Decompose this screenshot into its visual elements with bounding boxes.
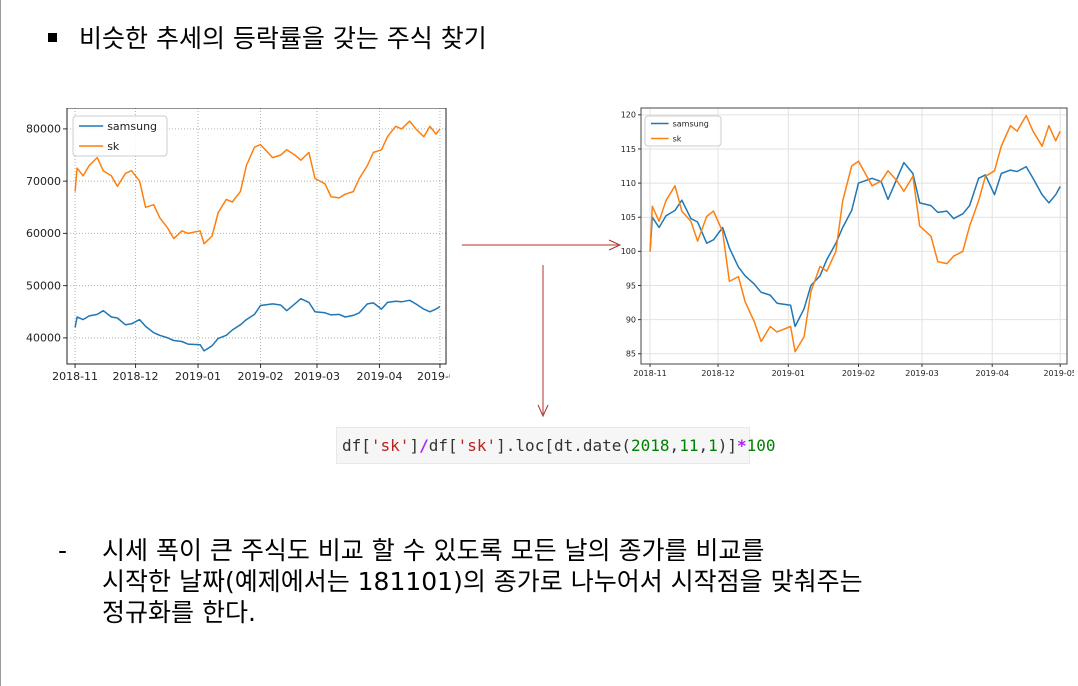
x-tick-label: 2019-05 — [1043, 369, 1074, 378]
x-tick-label: 2019-05 — [417, 370, 450, 383]
price-chart-svg: 40000 50000 60000 70000 80000 2018-11 2018-12 2… — [26, 108, 450, 383]
x-tick-label: 2019-04 — [356, 370, 402, 383]
code-token: )] — [717, 436, 737, 455]
series-line-samsung — [74, 297, 441, 352]
code-token: df[ — [342, 436, 371, 455]
axes-frame — [640, 107, 1068, 365]
y-tick-label: 90 — [626, 315, 636, 324]
x-tick-label: 2019-01 — [175, 370, 221, 383]
x-tick-label: 2019-03 — [905, 369, 938, 378]
y-tick-label: 50000 — [26, 279, 61, 292]
normalized-chart: 85 90 95 100 105 110 115 120 2018-11 2018-12 2019-… — [612, 106, 1074, 386]
price-chart: 40000 50000 60000 70000 80000 2018-11 2018-12 2… — [10, 108, 450, 393]
x-tick-label: 2019-03 — [294, 370, 340, 383]
y-tick-label: 95 — [626, 281, 636, 290]
x-tick-label: 2019-02 — [842, 369, 875, 378]
code-string: 'sk' — [457, 436, 497, 455]
y-tick-label: 85 — [626, 350, 636, 359]
y-tick-label: 60000 — [26, 227, 61, 240]
code-token: , — [698, 436, 709, 455]
x-tick-label: 2019-01 — [772, 369, 805, 378]
code-number: 11 — [679, 436, 699, 455]
slide-heading: 비슷한 추세의 등락률을 갖는 주식 찾기 — [48, 22, 487, 56]
legend-label: samsung — [107, 120, 157, 133]
dash-bullet: - — [58, 536, 68, 565]
y-tick-label: 100 — [621, 247, 636, 256]
code-token: , — [669, 436, 680, 455]
y-tick-label: 105 — [621, 213, 636, 222]
code-token: df[ — [428, 436, 458, 455]
slide-left-edge — [0, 0, 1, 686]
explanation-line: 정규화를 한다. — [102, 598, 256, 627]
y-tick-label: 115 — [621, 145, 636, 154]
arrow-right-icon — [462, 239, 622, 251]
legend-label: sk — [673, 134, 682, 143]
x-tick-label: 2018-11 — [52, 370, 98, 383]
code-operator: * — [737, 436, 747, 455]
x-tick-label: 2019-04 — [976, 369, 1009, 378]
x-tick-label: 2018-12 — [701, 369, 734, 378]
x-tick-label: 2019-02 — [238, 370, 284, 383]
code-token: ].loc[dt.date( — [496, 436, 632, 455]
code-string: 'sk' — [370, 436, 410, 455]
series-line-sk — [649, 114, 1061, 353]
code-number: 2018 — [631, 436, 670, 455]
y-tick-label: 110 — [621, 179, 636, 188]
code-operator: / — [419, 436, 429, 455]
legend-label: sk — [107, 140, 120, 153]
x-tick-label: 2018-11 — [633, 369, 666, 378]
explanation-line: 시세 폭이 큰 주식도 비교 할 수 있도록 모든 날의 종가를 비교를 — [102, 536, 765, 565]
code-cell: df['sk']/df['sk'].loc[dt.date(2018,11,1)… — [336, 427, 776, 464]
y-tick-label: 120 — [621, 111, 636, 120]
code-number: 100 — [746, 436, 776, 455]
code-number: 1 — [708, 436, 718, 455]
plot-area — [641, 108, 1067, 364]
series-line-samsung — [649, 161, 1061, 328]
explanation-line: 시작한 날짜(예제에서는 181101)의 종가로 나누어서 시작점을 맞춰주는 — [102, 567, 863, 596]
y-tick-label: 40000 — [26, 332, 61, 345]
heading-text: 비슷한 추세의 등락률을 갖는 주식 찾기 — [79, 24, 487, 53]
axes-frame — [66, 108, 447, 365]
square-bullet-icon — [48, 32, 57, 42]
normalized-chart-svg: 85 90 95 100 105 110 115 120 2018-11 2018-12 2019-… — [621, 107, 1074, 378]
y-tick-label: 70000 — [26, 175, 61, 188]
y-tick-label: 80000 — [26, 123, 61, 136]
code-token: ] — [409, 436, 420, 455]
arrow-down-icon — [537, 265, 549, 418]
legend-label: samsung — [673, 119, 709, 128]
x-tick-label: 2018-12 — [113, 370, 159, 383]
explanation-paragraph: - 시세 폭이 큰 주식도 비교 할 수 있도록 모든 날의 종가를 비교를 시… — [58, 535, 863, 628]
series-line-sk — [74, 120, 441, 245]
